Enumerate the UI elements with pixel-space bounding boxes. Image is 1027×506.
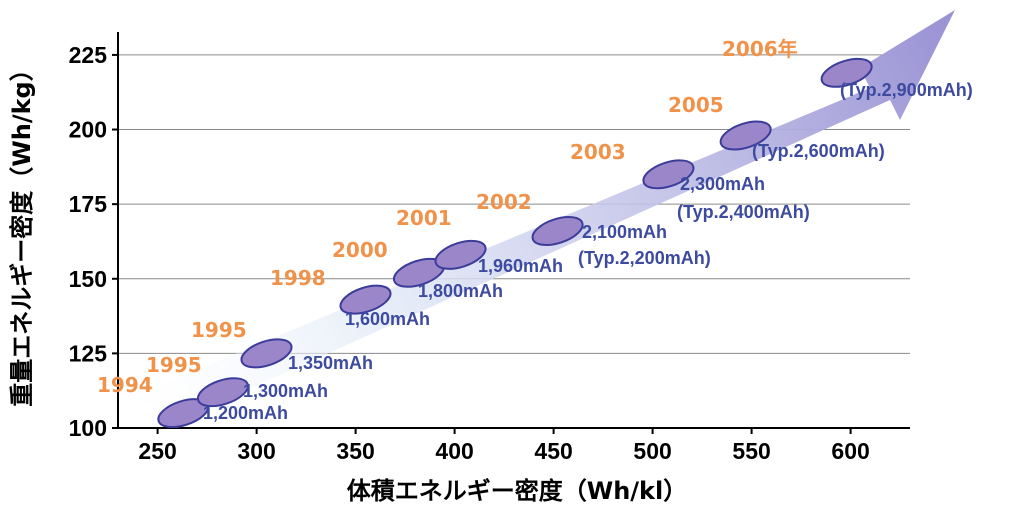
year-label-2002: 2002 [476,190,532,214]
x-tick-label-550: 550 [732,438,770,464]
y-tick-label-200: 200 [69,117,107,143]
x-axis-title: 体積エネルギー密度（Wh/kl） [347,477,688,505]
year-label-2005: 2005 [668,93,724,117]
year-label-1995b: 1995 [191,318,247,342]
capacity-label-1600: 1,600mAh [345,309,430,329]
capacity-label-1960: 1,960mAh [478,256,563,276]
x-tick-label-400: 400 [435,438,473,464]
capacity-label-typ-2400: (Typ.2,400mAh) [677,202,810,222]
trend-arrow [132,10,955,420]
year-label-1994: 1994 [97,373,153,397]
year-label-2006: 2006年 [722,37,798,61]
capacity-label-2100: 2,100mAh [582,222,667,242]
year-label-2001: 2001 [396,206,452,230]
data-point-8 [642,159,695,190]
capacity-label-1350: 1,350mAh [288,353,373,373]
capacity-label-1200: 1,200mAh [203,403,288,423]
axes: 100 125 150 175 200 225 250 300 350 400 450 500 550 6… [69,32,910,464]
data-point-6 [531,216,584,246]
year-label-1998: 1998 [270,266,326,290]
year-label-1995a: 1995 [146,353,202,377]
capacity-label-1800: 1,800mAh [418,281,503,301]
data-point-11 [820,57,873,88]
data-markers [157,57,873,429]
capacity-label-typ-2200: (Typ.2,200mAh) [578,248,711,268]
x-tick-label-250: 250 [138,438,176,464]
data-labels: 1994 1995 1995 1998 2000 2001 2002 2003 … [97,37,973,423]
data-point-10 [719,120,772,151]
data-point-2 [240,338,293,369]
x-tick-label-450: 450 [534,438,572,464]
capacity-label-1300: 1,300mAh [243,381,328,401]
y-tick-label-150: 150 [69,266,107,292]
y-tick-label-175: 175 [69,191,108,217]
y-tick-label-125: 125 [69,340,108,366]
y-axis-title: 重量エネルギー密度（Wh/kg） [8,57,36,406]
data-point-3 [339,284,392,315]
data-point-5 [434,239,487,270]
x-tick-label-600: 600 [831,438,869,464]
x-tick-label-300: 300 [237,438,275,464]
x-tick-label-350: 350 [336,438,374,464]
data-point-1 [196,377,249,408]
y-tick-label-225: 225 [69,42,108,68]
x-tick-label-500: 500 [633,438,671,464]
capacity-label-typ-2600: (Typ.2,600mAh) [752,141,885,161]
year-label-2003: 2003 [570,140,626,164]
capacity-label-typ-2900: (Typ.2,900mAh) [840,80,973,100]
y-tick-label-100: 100 [69,415,107,441]
capacity-label-2300: 2,300mAh [680,174,765,194]
year-label-2000: 2000 [332,238,388,262]
